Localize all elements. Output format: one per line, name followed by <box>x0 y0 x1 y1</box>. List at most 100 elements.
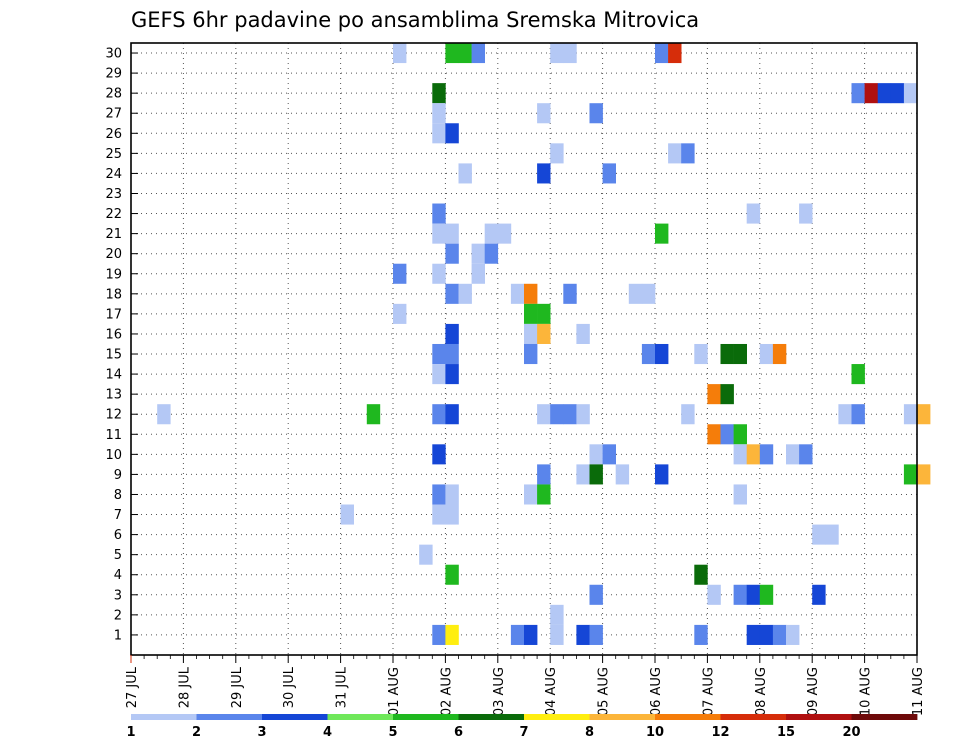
heatmap-cell <box>655 223 669 244</box>
heatmap-cell <box>759 584 774 605</box>
heatmap-cell <box>576 624 590 645</box>
heatmap-cell <box>157 404 171 425</box>
heatmap-cell <box>524 283 538 304</box>
color-scale-swatch <box>655 714 721 720</box>
heatmap-cell <box>903 464 918 485</box>
y-tick-label: 10 <box>105 448 122 463</box>
y-tick-label: 6 <box>114 528 122 543</box>
heatmap-cell <box>458 283 472 304</box>
heatmap-cell <box>733 424 747 445</box>
heatmap-cell <box>746 444 761 465</box>
y-tick-label: 23 <box>105 187 122 202</box>
y-tick-label: 2 <box>114 608 122 623</box>
x-axis: 27 JUL 28 JUL 29 JUL 30 JUL 31 JUL 01 AUG 02 A… <box>125 655 926 716</box>
y-tick-label: 18 <box>105 287 122 302</box>
heatmap-cell <box>445 343 459 365</box>
heatmap-cell <box>576 404 590 425</box>
y-tick-label: 27 <box>105 107 122 122</box>
x-tick-label: 03 AUG <box>492 667 507 716</box>
heatmap-cell <box>432 343 446 365</box>
heatmap-cell <box>655 43 669 64</box>
y-tick-label: 29 <box>105 67 122 82</box>
heatmap-cell <box>432 484 446 505</box>
heatmap-cell <box>445 564 459 585</box>
color-scale-swatch <box>720 714 787 720</box>
y-tick-label: 30 <box>105 47 122 62</box>
heatmap-cell <box>602 163 616 184</box>
heatmap-cell <box>589 464 603 485</box>
x-tick-label: 09 AUG <box>806 667 821 716</box>
heatmap-cell <box>445 43 459 64</box>
heatmap-cell <box>445 283 459 304</box>
color-scale-swatch <box>196 714 263 720</box>
heatmap-cell <box>746 584 761 605</box>
color-scale-label: 7 <box>519 725 528 740</box>
heatmap-cell <box>366 404 381 425</box>
heatmap-cell <box>733 343 747 365</box>
x-tick-label: 29 JUL <box>230 666 245 708</box>
heatmap-cell <box>497 223 512 244</box>
heatmap-cell <box>432 123 446 144</box>
y-tick-label: 20 <box>105 247 122 262</box>
x-tick-label: 04 AUG <box>544 667 559 716</box>
heatmap-cell <box>550 43 564 64</box>
heatmap-cell <box>694 343 708 365</box>
heatmap-cell <box>733 484 747 505</box>
heatmap-cell <box>524 484 538 505</box>
heatmap-cell <box>786 624 800 645</box>
heatmap-cell <box>393 303 407 324</box>
x-tick-label: 07 AUG <box>701 667 716 716</box>
color-scale-swatch <box>327 714 394 720</box>
heatmap-cell <box>917 464 931 485</box>
color-scale-swatch <box>393 714 459 720</box>
heatmap-cell <box>576 323 590 344</box>
heatmap-cell <box>445 243 459 264</box>
heatmap-cell <box>537 103 551 124</box>
heatmap-cell <box>445 484 459 505</box>
grid-lines <box>131 43 917 655</box>
color-scale-swatch <box>131 714 197 720</box>
heatmap-cell <box>589 624 603 645</box>
y-tick-label: 13 <box>105 388 122 403</box>
heatmap-cell <box>589 584 603 605</box>
heatmap-cell <box>851 364 865 385</box>
heatmap-cell <box>445 123 459 144</box>
y-tick-label: 7 <box>114 508 122 523</box>
heatmap-cell <box>641 283 656 304</box>
heatmap-cell <box>432 444 446 465</box>
x-tick-label: 28 JUL <box>177 666 192 708</box>
y-tick-label: 8 <box>114 488 122 503</box>
color-scale-swatch <box>589 714 656 720</box>
heatmap-cell <box>812 584 826 605</box>
color-scale-bar: 1 2 3 4 5 6 7 8 10 12 15 20 <box>126 714 918 740</box>
y-tick-label: 1 <box>114 628 122 643</box>
heatmap-cell <box>550 143 564 164</box>
heatmap-cell <box>537 303 551 324</box>
y-tick-label: 4 <box>114 568 122 583</box>
heatmap-cell <box>589 103 603 124</box>
color-scale-swatch <box>458 714 525 720</box>
heatmap-cell <box>628 283 643 304</box>
heatmap-cell <box>550 604 564 625</box>
heatmap-cell <box>877 83 892 104</box>
heatmap-cell <box>524 624 538 645</box>
heatmap-cell <box>799 203 813 224</box>
heatmap-cell <box>393 263 407 284</box>
y-tick-label: 14 <box>105 368 122 383</box>
heatmap-cell <box>484 243 499 264</box>
heatmap-cell <box>524 303 538 324</box>
heatmap-cell <box>746 624 761 645</box>
x-tick-label: 01 AUG <box>387 667 402 716</box>
heatmap-cell <box>903 83 918 104</box>
heatmap-cell <box>655 464 669 485</box>
heatmap-cell <box>694 564 708 585</box>
color-scale-label: 15 <box>777 725 795 740</box>
heatmap-cell <box>432 223 446 244</box>
x-tick-label: 06 AUG <box>649 667 664 716</box>
heatmap-cell <box>458 163 472 184</box>
heatmap-cell <box>484 223 499 244</box>
y-tick-label: 16 <box>105 327 122 342</box>
heatmap-cell <box>825 524 839 545</box>
heatmap-cell <box>851 83 865 104</box>
